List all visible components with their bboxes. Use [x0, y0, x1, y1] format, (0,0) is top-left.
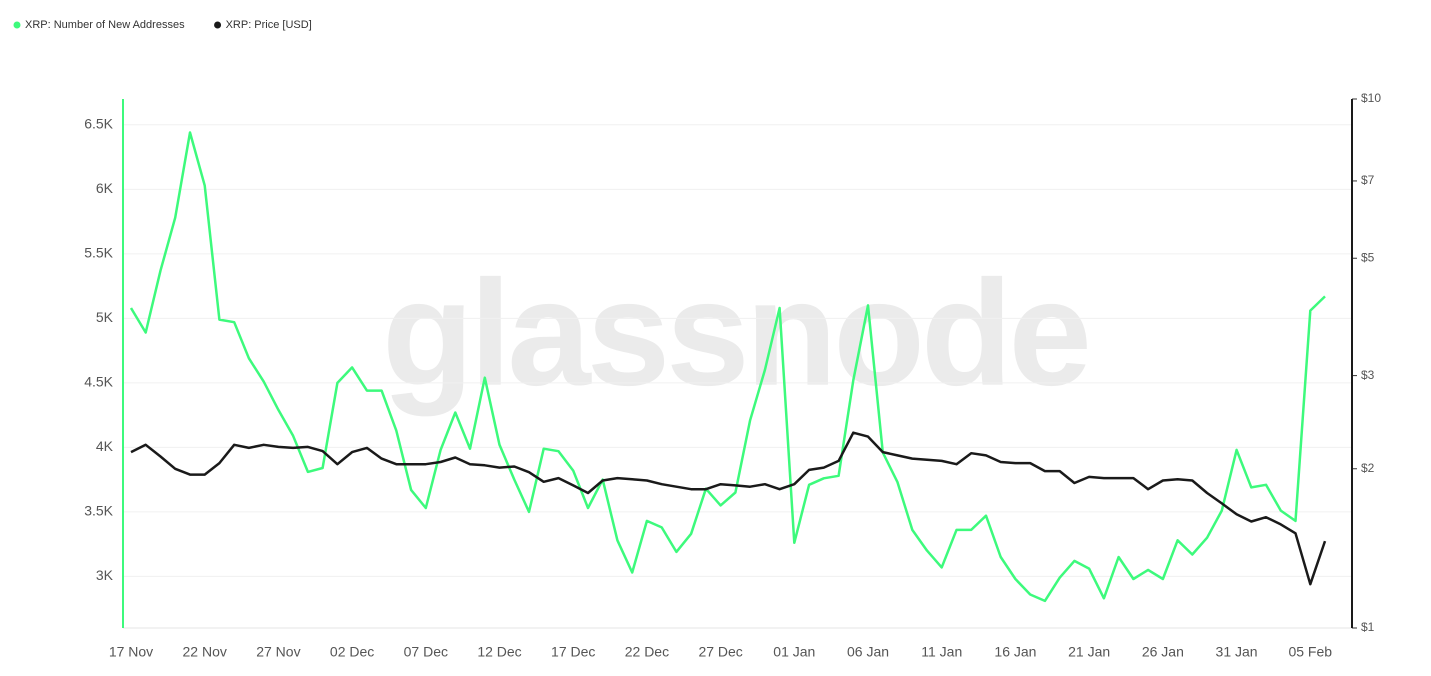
x-tick-label: 22 Nov [183, 644, 227, 660]
y-tick-label: 4K [96, 438, 114, 454]
y-tick-label: 5K [96, 309, 114, 325]
y2-tick-label: $10 [1361, 91, 1381, 105]
y-tick-label: 3K [96, 567, 114, 583]
x-tick-label: 31 Jan [1216, 644, 1258, 660]
legend-label: XRP: Number of New Addresses [25, 19, 185, 31]
series-line [130, 431, 1327, 586]
x-tick-label: 26 Jan [1142, 644, 1184, 660]
x-tick-label: 17 Dec [551, 644, 595, 660]
x-tick-label: 11 Jan [921, 644, 962, 660]
x-tick-label: 27 Nov [256, 644, 300, 660]
series-line [129, 131, 1326, 603]
x-tick-label: 06 Jan [847, 644, 889, 660]
y-tick-label: 3.5K [84, 503, 113, 519]
y-tick-label: 4.5K [84, 374, 113, 390]
x-tick-label: 05 Feb [1288, 644, 1332, 660]
y2-tick-label: $5 [1361, 250, 1375, 264]
legend-label: XRP: Price [USD] [226, 19, 312, 31]
y-tick-label: 5.5K [84, 245, 113, 261]
y-tick-label: 6K [96, 180, 114, 196]
watermark: glassnode [382, 249, 1088, 417]
x-tick-label: 22 Dec [625, 644, 669, 660]
y2-tick-label: $7 [1361, 173, 1375, 187]
x-tick-label: 07 Dec [404, 644, 448, 660]
legend-marker [214, 21, 222, 29]
y2-tick-label: $3 [1361, 368, 1375, 382]
x-tick-label: 02 Dec [330, 644, 374, 660]
y2-tick-label: $1 [1361, 620, 1375, 634]
y-tick-label: 6.5K [84, 116, 113, 132]
x-tick-label: 27 Dec [698, 644, 742, 660]
x-tick-label: 12 Dec [477, 644, 521, 660]
legend-marker [13, 21, 21, 29]
x-tick-label: 01 Jan [773, 644, 815, 660]
x-tick-label: 21 Jan [1068, 644, 1110, 660]
x-tick-label: 17 Nov [109, 644, 153, 660]
x-tick-label: 16 Jan [994, 644, 1036, 660]
y2-tick-label: $2 [1361, 461, 1375, 475]
